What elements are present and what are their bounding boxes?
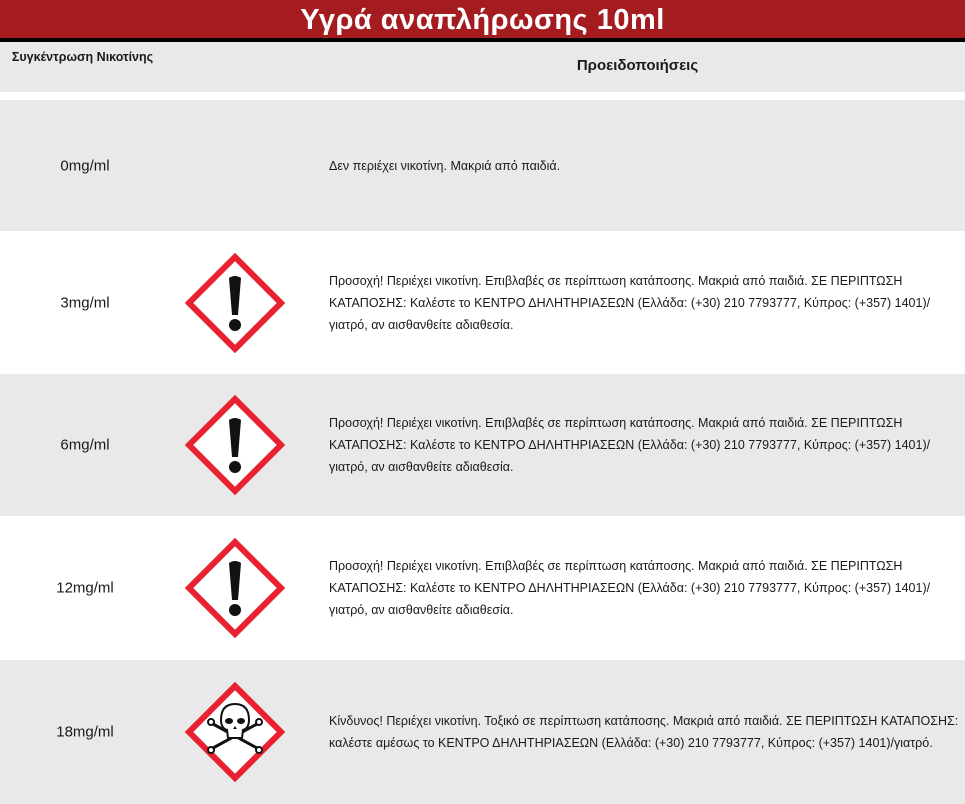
header-warnings: Προειδοποιήσεις [576, 57, 699, 74]
divider [0, 38, 965, 42]
page-title: Υγρά αναπλήρωσης 10ml [0, 0, 965, 38]
table-row: 18mg/ml Κίνδυνος! Περιέχει νικοτίνη. Τοξ… [0, 660, 965, 804]
warning-text: Προσοχή! Περιέχει νικοτίνη. Επιβλαβές σε… [329, 559, 931, 617]
table-row: 12mg/ml Προσοχή! Περιέχει νικοτίνη. Επιβ… [0, 516, 965, 660]
table-row: 3mg/ml Προσοχή! Περιέχει νικοτίνη. Επιβλ… [0, 231, 965, 374]
table-row: 0mg/ml Δεν περιέχει νικοτίνη. Μακριά από… [0, 100, 965, 231]
exclamation-hazard-icon [185, 252, 285, 353]
concentration-cell: 0mg/ml [60, 157, 110, 174]
header-concentration: Συγκέντρωση Νικοτίνης [11, 50, 154, 64]
exclamation-hazard-icon [185, 538, 285, 638]
concentration-cell: 3mg/ml [60, 294, 110, 311]
concentration-cell: 18mg/ml [56, 723, 114, 741]
warning-text: Προσοχή! Περιέχει νικοτίνη. Επιβλαβές σε… [329, 416, 931, 474]
warning-text: Προσοχή! Περιέχει νικοτίνη. Επιβλαβές σε… [329, 273, 931, 332]
warning-text: Δεν περιέχει νικοτίνη. Μακριά από παιδιά… [329, 158, 561, 173]
exclamation-hazard-icon [185, 395, 285, 495]
concentration-cell: 6mg/ml [60, 436, 110, 454]
concentration-cell: 12mg/ml [56, 579, 114, 597]
table-row: 6mg/ml Προσοχή! Περιέχει νικοτίνη. Επιβλ… [0, 374, 965, 516]
warning-text: Κίνδυνος! Περιέχει νικοτίνη. Τοξικό σε π… [329, 714, 959, 750]
skull-crossbones-hazard-icon [185, 682, 285, 782]
table-header: Συγκέντρωση Νικοτίνης Προειδοποιήσεις [0, 42, 965, 92]
